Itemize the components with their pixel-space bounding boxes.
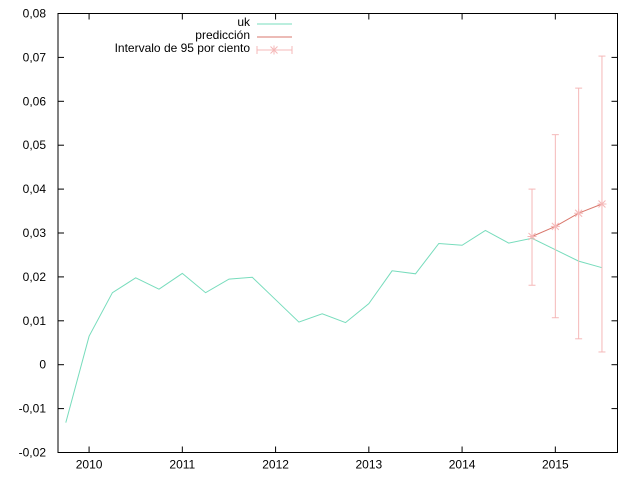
y-tick-label: 0,08	[23, 7, 47, 21]
x-tick-label: 2010	[76, 458, 103, 472]
legend-label-uk: uk	[237, 15, 251, 29]
legend-label-intervalo: Intervalo de 95 por ciento	[115, 41, 251, 55]
axis-ticks	[58, 13, 618, 453]
x-tick-label: 2013	[355, 458, 382, 472]
plot-frame	[57, 13, 618, 453]
x-tick-label: 2011	[169, 458, 195, 472]
x-tick-label: 2014	[449, 458, 476, 472]
y-tick-label: 0,07	[23, 50, 47, 64]
error-bar	[574, 87, 584, 340]
y-tick-label: 0,05	[23, 138, 47, 152]
legend-swatch-intervalo	[256, 45, 293, 55]
error-bar	[597, 55, 607, 353]
error-bar	[527, 188, 537, 286]
y-tick-label: 0,04	[23, 182, 47, 196]
series-layer	[65, 55, 607, 423]
y-tick-label: -0,02	[19, 446, 47, 460]
y-tick-label: 0	[39, 358, 46, 372]
y-tick-label: 0,03	[23, 226, 47, 240]
y-tick-label: 0,01	[23, 314, 47, 328]
axis-tick-labels: -0,02 -0,01 0 0,01 0,02 0,03 0,04 0,05 0,06 0,07 0…	[19, 7, 569, 472]
legend: uk predicción Intervalo de 95 por ciento	[115, 15, 293, 55]
series-line-0	[65, 229, 603, 423]
y-tick-label: 0,06	[23, 94, 47, 108]
series-line-1	[531, 203, 603, 237]
y-tick-label: 0,02	[23, 270, 47, 284]
x-tick-label: 2012	[262, 458, 289, 472]
error-bar	[550, 134, 560, 319]
y-tick-label: -0,01	[19, 402, 47, 416]
x-tick-label: 2015	[542, 458, 569, 472]
legend-label-prediccion: predicción	[195, 28, 250, 42]
